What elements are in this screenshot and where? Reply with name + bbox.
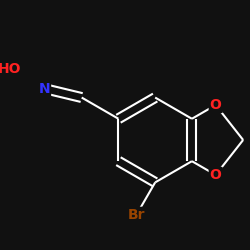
Text: N: N (38, 82, 50, 96)
Text: Br: Br (128, 208, 145, 222)
Text: HO: HO (0, 62, 22, 76)
Text: O: O (210, 168, 222, 182)
Text: O: O (210, 98, 222, 112)
